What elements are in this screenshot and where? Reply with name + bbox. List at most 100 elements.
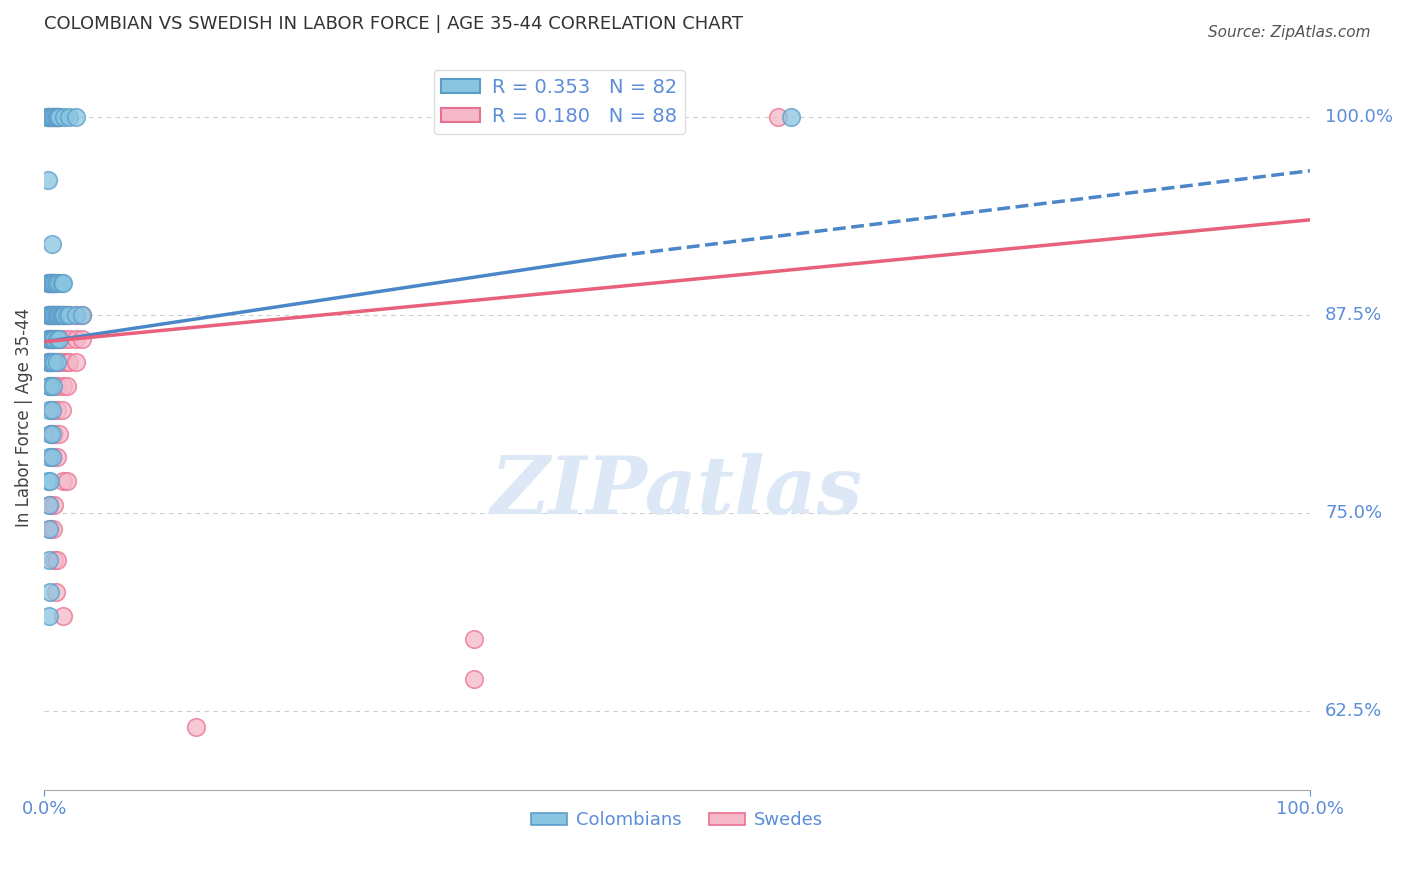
Point: [37, 173, 59, 187]
Point: [44, 308, 66, 322]
Point: [58, 332, 80, 346]
Point: [52, 332, 75, 346]
Point: [44, 110, 66, 124]
Point: [39, 276, 62, 290]
Point: [46, 308, 69, 322]
Point: [37, 110, 59, 124]
Point: [45, 308, 67, 322]
Point: [38, 110, 60, 124]
Point: [42, 110, 65, 124]
Point: [45, 450, 67, 465]
Point: [56, 379, 79, 393]
Point: [44, 308, 66, 322]
Text: Source: ZipAtlas.com: Source: ZipAtlas.com: [1208, 25, 1371, 40]
Point: [463, 672, 485, 686]
Point: [42, 450, 65, 465]
Point: [39, 474, 62, 488]
Point: [48, 308, 70, 322]
Point: [38, 276, 60, 290]
Point: [42, 379, 65, 393]
Point: [37, 276, 59, 290]
Point: [38, 332, 60, 346]
Point: [51, 308, 73, 322]
Point: [44, 276, 66, 290]
Point: [41, 426, 63, 441]
Point: [44, 110, 66, 124]
Point: [42, 355, 65, 369]
Point: [48, 308, 70, 322]
Point: [38, 522, 60, 536]
Point: [780, 110, 803, 124]
Point: [70, 308, 93, 322]
Point: [38, 450, 60, 465]
Point: [41, 426, 63, 441]
Point: [39, 522, 62, 536]
Point: [41, 450, 63, 465]
Point: [38, 355, 60, 369]
Point: [39, 355, 62, 369]
Point: [42, 402, 65, 417]
Point: [42, 110, 65, 124]
Point: [51, 308, 73, 322]
Point: [39, 498, 62, 512]
Point: [52, 276, 75, 290]
Point: [39, 332, 62, 346]
Point: [39, 110, 62, 124]
Point: [44, 498, 66, 512]
Text: COLOMBIAN VS SWEDISH IN LABOR FORCE | AGE 35-44 CORRELATION CHART: COLOMBIAN VS SWEDISH IN LABOR FORCE | AG…: [44, 15, 744, 33]
Point: [53, 110, 76, 124]
Point: [39, 585, 62, 599]
Point: [45, 332, 67, 346]
Point: [42, 308, 65, 322]
Point: [38, 110, 60, 124]
Point: [39, 379, 62, 393]
Point: [56, 355, 79, 369]
Point: [56, 308, 79, 322]
Point: [41, 236, 63, 251]
Point: [48, 276, 70, 290]
Point: [49, 308, 72, 322]
Point: [39, 308, 62, 322]
Point: [58, 355, 80, 369]
Point: [44, 110, 66, 124]
Point: [42, 522, 65, 536]
Point: [51, 276, 73, 290]
Point: [42, 276, 65, 290]
Point: [44, 553, 66, 567]
Point: [42, 276, 65, 290]
Point: [41, 332, 63, 346]
Point: [44, 276, 66, 290]
Point: [45, 110, 67, 124]
Point: [51, 402, 73, 417]
Point: [48, 110, 70, 124]
Text: 62.5%: 62.5%: [1324, 702, 1382, 720]
Point: [45, 379, 67, 393]
Point: [70, 332, 93, 346]
Point: [46, 110, 69, 124]
Point: [41, 308, 63, 322]
Point: [44, 332, 66, 346]
Y-axis label: In Labor Force | Age 35-44: In Labor Force | Age 35-44: [15, 309, 32, 527]
Point: [52, 355, 75, 369]
Point: [45, 355, 67, 369]
Point: [44, 276, 66, 290]
Point: [45, 308, 67, 322]
Point: [463, 632, 485, 647]
Text: ZIPatlas: ZIPatlas: [491, 453, 863, 531]
Point: [46, 308, 69, 322]
Point: [38, 332, 60, 346]
Point: [38, 379, 60, 393]
Point: [38, 308, 60, 322]
Point: [53, 308, 76, 322]
Point: [48, 332, 70, 346]
Point: [44, 355, 66, 369]
Point: [44, 585, 66, 599]
Point: [45, 553, 67, 567]
Text: 100.0%: 100.0%: [1324, 108, 1393, 126]
Point: [45, 332, 67, 346]
Point: [41, 402, 63, 417]
Text: 75.0%: 75.0%: [1324, 504, 1382, 522]
Point: [44, 426, 66, 441]
Point: [56, 308, 79, 322]
Point: [41, 332, 63, 346]
